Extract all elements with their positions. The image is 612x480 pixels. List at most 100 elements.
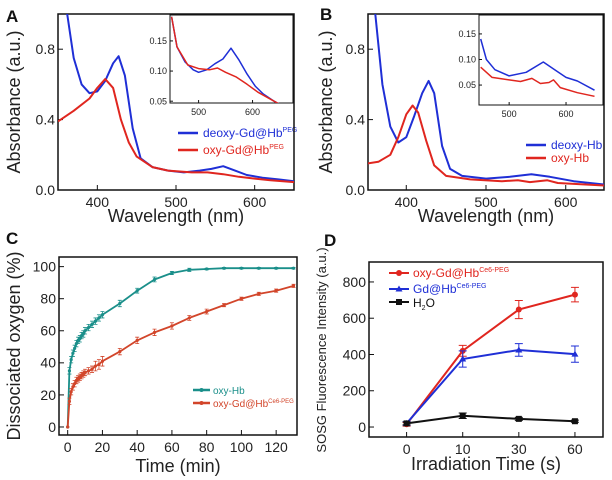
panel-c-ytick-label: 80 (40, 291, 56, 307)
panel-d-point (515, 306, 522, 313)
panel-c-ytick-label: 0 (48, 419, 56, 435)
panel-c-ytick-label: 60 (40, 323, 56, 339)
panel-c-point (222, 303, 226, 307)
panel-b-inset-frame (478, 14, 604, 106)
panel-b-ytick-label: 0.0 (346, 182, 366, 198)
panel-a-series-1 (58, 78, 294, 184)
panel-c-point (69, 390, 73, 394)
panel-c-point (97, 362, 101, 367)
panel-b-xtick-label: 500 (474, 194, 498, 210)
panel-c-point (118, 350, 122, 354)
legends: deoxy-Gd@HbPEG oxy-Gd@HbPEG deoxy-Hb oxy… (203, 126, 603, 410)
panel-label-a: A (6, 7, 18, 26)
legend-c-oxy-hb-line-marker (199, 388, 204, 392)
panel-a-ytick-label: 0.4 (36, 112, 56, 128)
panel-b-inset-ytick-label: 0.05 (458, 80, 476, 90)
panel-c-point (100, 313, 105, 317)
panel-c-point (291, 284, 296, 288)
panel-d-ytick-label: 200 (343, 383, 367, 399)
panel-a-inset-ytick-label: 0.10 (149, 66, 167, 76)
panel-c-point (93, 319, 98, 323)
panel-a-inset-series-1 (170, 16, 279, 103)
legend-c-oxy-hb: oxy-Hb (213, 386, 245, 397)
panel-b-xtick-label: 600 (554, 194, 578, 210)
panel-c-point (69, 358, 73, 362)
legend-b-oxy: oxy-Hb (551, 151, 589, 165)
panel-a-inset-ytick-label: 0.15 (149, 36, 167, 46)
panel-d-point (515, 346, 523, 353)
panel-c-point (97, 316, 101, 320)
panel-c-point (274, 266, 278, 270)
panel-a-xtick-label: 400 (86, 194, 110, 210)
panel-c-point (170, 324, 174, 328)
panel-c-point (93, 364, 98, 368)
panel-c-point (170, 271, 174, 275)
panel-d-frame (368, 261, 604, 438)
panel-label-d: D (324, 231, 336, 250)
legend-d-marker-2 (396, 299, 402, 305)
legend-a-oxy: oxy-Gd@HbPEG (203, 143, 284, 157)
panel-b-ytick-label: 0.8 (346, 41, 366, 57)
legend-d-oxy-gd: oxy-Gd@HbCe6-PEG (413, 266, 509, 280)
panel-a-inset-xtick-label: 600 (245, 107, 260, 117)
panel-b-xlabel: Wavelength (nm) (418, 206, 554, 226)
panel-b-xtick-label: 400 (395, 194, 419, 210)
legend-d-gd: Gd@HbCe6-PEG (413, 282, 487, 296)
panel-c-point (152, 330, 157, 334)
panel-d-xtick-label: 0 (403, 441, 411, 457)
panel-c-xtick-label: 80 (199, 439, 215, 455)
panel-a-inset-ytick-label: 0.05 (149, 96, 167, 106)
panel-c-point (257, 266, 261, 270)
panel-c-point (291, 266, 296, 270)
panel-b-inset-series-1 (480, 66, 595, 98)
panel-d-point (515, 415, 522, 422)
panel-c-point (67, 399, 72, 403)
panel-c-point (86, 325, 91, 330)
panel-c-point (239, 297, 244, 301)
panel-d-ytick-label: 600 (343, 310, 367, 326)
panel-d-series-2 (406, 414, 575, 425)
panel-c-point (135, 289, 139, 293)
panel-c-xtick-label: 120 (264, 439, 288, 455)
panel-b-series-1 (368, 104, 604, 187)
panel-d-ytick-label: 800 (343, 274, 367, 290)
panel-d-xtick-label: 60 (567, 441, 583, 457)
panel-a-xtick-label: 500 (164, 194, 188, 210)
legend-d-water: H2O (413, 296, 435, 312)
panel-d-ytick-label: 400 (343, 346, 367, 362)
panel-c-xlabel: Time (min) (135, 456, 220, 476)
panel-d-point (571, 418, 578, 425)
panel-c-point (239, 266, 244, 270)
legend-d-marker-1 (395, 285, 403, 292)
panel-c-ylabel: Dissociated oxygen (%) (4, 251, 24, 440)
panel-c-point (187, 268, 191, 272)
panel-b-inset-xtick-label: 500 (502, 109, 517, 119)
panel-c-point (152, 277, 157, 282)
panel-d-series-0 (405, 293, 576, 425)
panel-b-inset-ytick-label: 0.10 (458, 55, 476, 65)
panel-b-inset-series-0 (479, 38, 595, 91)
legend-b-deoxy: deoxy-Hb (551, 138, 603, 152)
legend-d-marker-0 (396, 270, 402, 276)
panel-d-series-1 (405, 348, 576, 425)
panel-c-point (66, 425, 70, 429)
panel-c-point (71, 351, 75, 355)
panel-a-ytick-label: 0.0 (36, 182, 56, 198)
panel-c-point (83, 370, 87, 375)
panel-c-ytick-label: 100 (33, 259, 57, 275)
panel-c-point (86, 369, 91, 373)
panel-a-xtick-label: 600 (243, 194, 267, 210)
panel-d-point (459, 412, 466, 419)
panel-a-inset-frame (169, 14, 294, 104)
panel-c-xtick-label: 100 (230, 439, 254, 455)
panel-b-inset-xtick-label: 600 (559, 109, 574, 119)
panel-c-ytick-label: 20 (40, 387, 56, 403)
panel-c-xtick-label: 60 (164, 439, 180, 455)
panel-c-point (187, 316, 191, 320)
panel-label-b: B (320, 5, 332, 24)
panel-a-inset-xtick-label: 500 (191, 107, 206, 117)
panel-d-xtick-label: 10 (455, 441, 471, 457)
panel-c-point (205, 309, 209, 314)
panel-d-ytick-label: 0 (358, 419, 366, 435)
